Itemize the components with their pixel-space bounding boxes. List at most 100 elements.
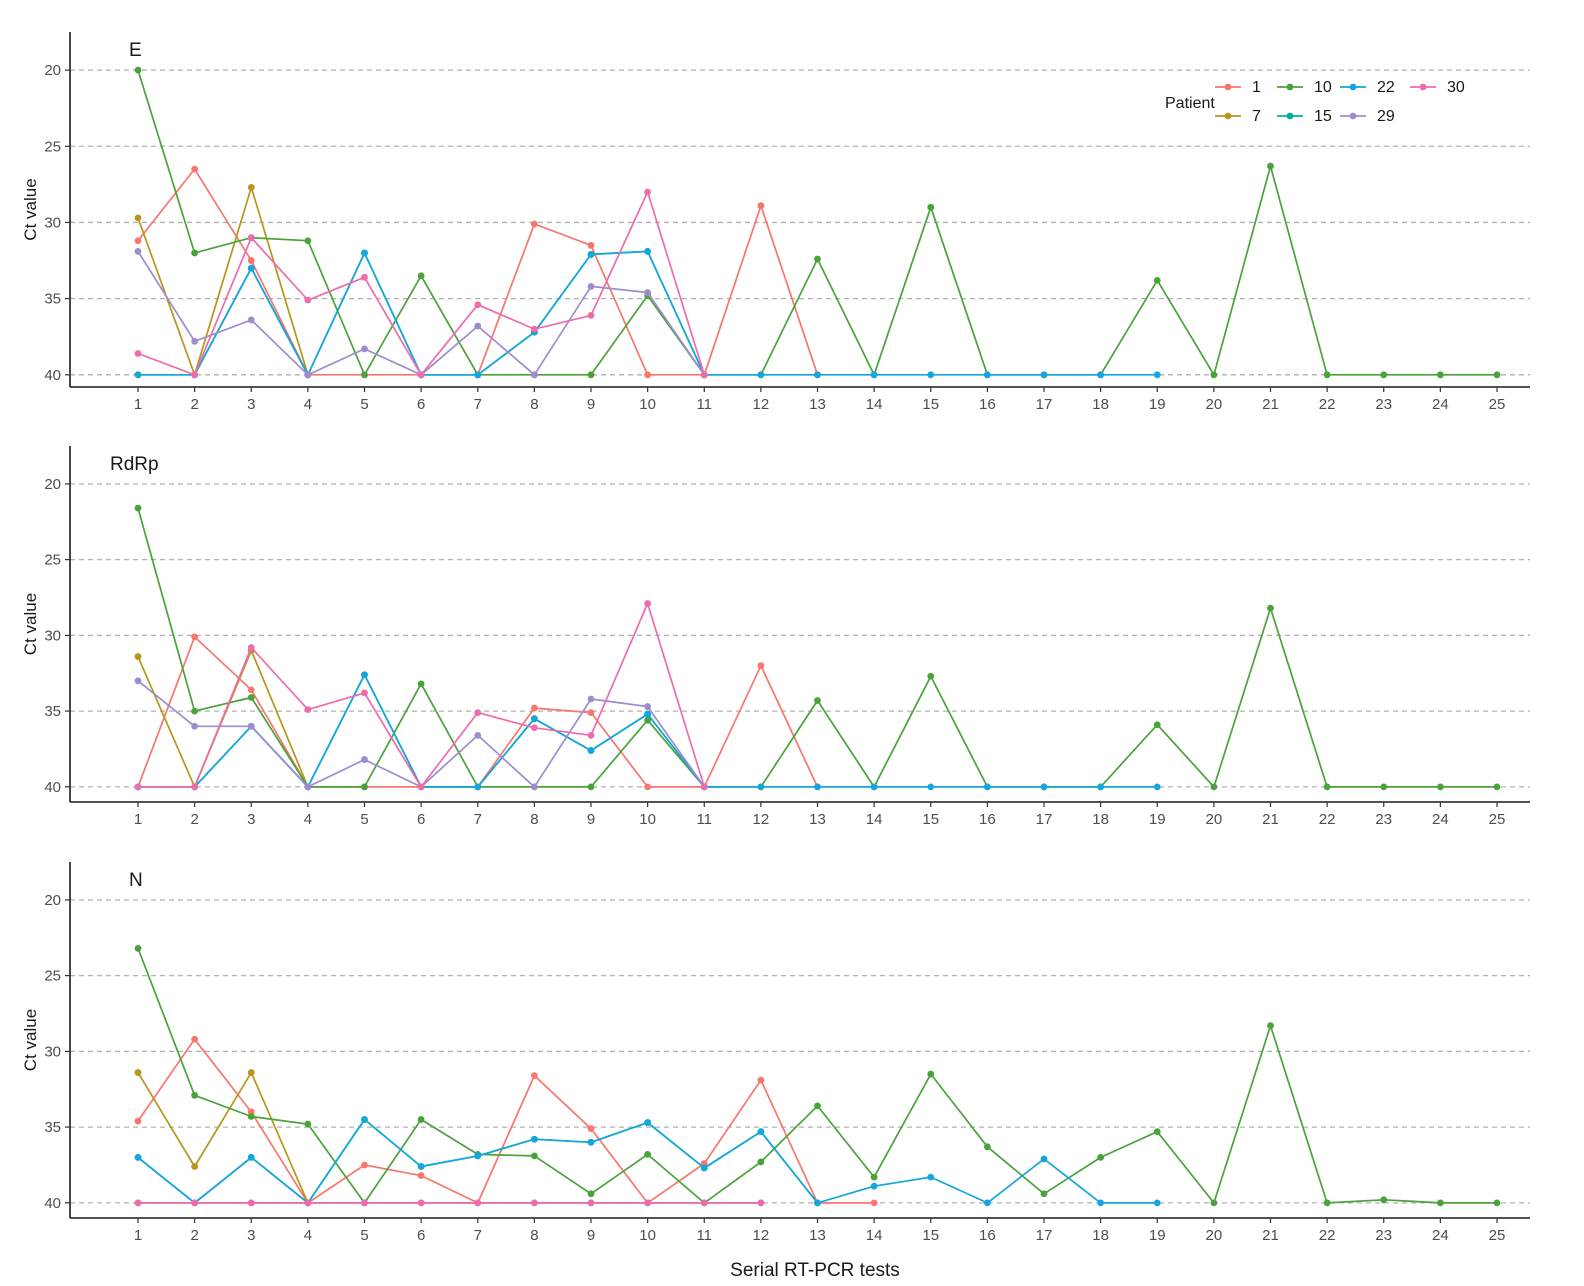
data-point: [1153, 1199, 1161, 1207]
x-tick-label: 9: [587, 1227, 595, 1244]
x-tick-label: 22: [1319, 1227, 1336, 1244]
series-7: [134, 1069, 312, 1207]
series-line: [137, 1038, 875, 1204]
data-point: [134, 247, 142, 255]
y-axis-label: Ct value: [21, 178, 40, 240]
legend-entry-29: 29: [1340, 108, 1395, 125]
data-point: [361, 1161, 368, 1169]
x-tick-label: 23: [1375, 811, 1392, 828]
data-point: [587, 241, 595, 249]
y-tick-label: 40: [44, 1195, 61, 1212]
data-point: [1153, 721, 1161, 729]
x-tick-label: 16: [979, 396, 996, 413]
data-point: [644, 600, 652, 607]
legend-key-point: [1419, 83, 1427, 91]
data-point: [983, 1199, 991, 1207]
x-tick-label: 2: [190, 811, 198, 828]
y-tick-label: 30: [44, 214, 61, 231]
legend-entry-22: 22: [1340, 79, 1395, 96]
data-point: [530, 220, 538, 228]
data-point: [530, 704, 538, 712]
series-line: [137, 947, 1497, 1204]
legend-title: Patient: [1165, 95, 1215, 112]
data-point: [247, 264, 255, 272]
legend-entry-10: 10: [1277, 79, 1332, 96]
data-point: [587, 709, 595, 717]
x-tick-label: 25: [1489, 396, 1506, 413]
data-point: [1267, 1022, 1274, 1030]
legend-label: 15: [1314, 108, 1332, 125]
data-point: [361, 1116, 368, 1123]
series-line: [138, 250, 706, 376]
data-point: [247, 234, 255, 242]
data-point: [134, 944, 142, 952]
data-point: [134, 371, 142, 379]
x-tick-label: 23: [1375, 1227, 1392, 1244]
x-tick-label: 17: [1036, 811, 1053, 828]
y-tick-label: 25: [44, 138, 61, 155]
y-tick-label: 20: [44, 62, 61, 79]
data-point: [1097, 1154, 1105, 1161]
data-point: [1097, 783, 1105, 791]
data-point: [644, 371, 652, 379]
series-line: [137, 680, 705, 788]
x-tick-label: 20: [1206, 811, 1223, 828]
data-point: [587, 371, 595, 379]
x-tick-label: 4: [304, 396, 312, 413]
y-tick-label: 30: [44, 1043, 61, 1060]
data-point: [757, 1158, 765, 1166]
legend-label: 22: [1377, 79, 1395, 96]
x-tick-label: 7: [474, 1227, 482, 1244]
data-point: [134, 350, 142, 357]
data-point: [1436, 371, 1444, 379]
x-tick-label: 5: [360, 396, 368, 413]
x-tick-label: 3: [247, 811, 255, 828]
series-7: [134, 184, 312, 379]
x-tick-label: 14: [866, 1227, 883, 1244]
x-tick-label: 1: [134, 811, 142, 828]
data-point: [247, 694, 255, 701]
data-point: [1040, 1155, 1048, 1163]
series-1: [134, 1035, 878, 1207]
data-point: [530, 715, 538, 723]
data-point: [247, 644, 255, 651]
legend: Patient 1 10 22 30 7 15 29: [1165, 79, 1465, 125]
x-tick-label: 22: [1319, 811, 1336, 828]
data-point: [417, 1116, 425, 1123]
data-point: [870, 1199, 878, 1207]
x-tick-label: 21: [1262, 811, 1279, 828]
x-tick-label: 14: [866, 811, 883, 828]
data-point: [417, 1199, 425, 1207]
x-tick-label: 4: [304, 811, 312, 828]
data-point: [587, 1199, 595, 1207]
data-point: [191, 707, 199, 715]
data-point: [1097, 1199, 1105, 1207]
x-tick-label: 8: [530, 1227, 538, 1244]
y-axis-label: Ct value: [21, 593, 40, 655]
data-point: [530, 1072, 538, 1079]
x-tick-label: 11: [696, 396, 712, 413]
legend-label: 10: [1314, 79, 1332, 96]
series-29: [134, 677, 708, 791]
data-point: [191, 722, 199, 730]
series-line: [138, 250, 1158, 376]
data-point: [134, 1154, 142, 1161]
data-point: [1153, 276, 1161, 284]
y-tick-label: 25: [44, 552, 61, 569]
series-30: [134, 600, 708, 791]
data-point: [1380, 371, 1388, 379]
data-point: [927, 371, 935, 379]
x-tick-label: 7: [474, 396, 482, 413]
legend-key-point: [1286, 112, 1294, 120]
data-point: [1153, 1128, 1161, 1136]
data-point: [927, 783, 935, 791]
data-point: [587, 1190, 595, 1198]
x-tick-label: 8: [530, 396, 538, 413]
data-point: [247, 722, 255, 730]
data-point: [870, 1173, 878, 1181]
legend-key-point: [1224, 83, 1232, 91]
data-point: [191, 633, 199, 641]
